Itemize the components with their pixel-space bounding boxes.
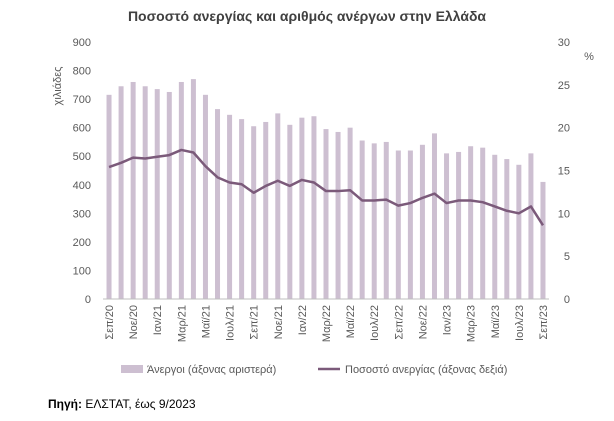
bar-Δεκ/20 [142, 86, 148, 299]
x-tick-Ιαν/21: Ιαν/21 [152, 305, 164, 335]
bar-Οκτ/21 [263, 121, 269, 300]
line-group [108, 148, 545, 227]
x-tick-Ιουλ/22: Ιουλ/22 [369, 305, 381, 341]
bar-Ιουλ/21 [227, 114, 233, 299]
right-axis-ticks: 0 5 10 15 20 25 30 [558, 37, 570, 306]
source-text: ΕΛΣΤΑΤ, έως 9/2023 [82, 397, 196, 411]
left-tick-900: 900 [73, 37, 91, 49]
left-tick-800: 800 [73, 66, 91, 78]
left-tick-400: 400 [73, 180, 91, 192]
bar-Νοε/20 [130, 81, 136, 299]
source-note: Πηγή: ΕΛΣΤΑΤ, έως 9/2023 [48, 397, 196, 411]
bar-Αυγ/22 [383, 141, 389, 299]
left-tick-0: 0 [85, 294, 91, 306]
x-tick-Μαϊ/22: Μαϊ/22 [345, 305, 357, 338]
bar-Σεπ/20 [106, 94, 112, 299]
bar-Φεβ/21 [166, 91, 172, 299]
bar-Αυγ/21 [239, 119, 245, 299]
x-tick-Μαρ/23: Μαρ/23 [466, 305, 478, 342]
right-tick-30: 30 [558, 37, 570, 49]
chart-title: Ποσοστό ανεργίας και αριθμός ανέργων στη… [127, 8, 487, 24]
bar-Μαϊ/21 [202, 94, 208, 299]
x-tick-Ιουλ/23: Ιουλ/23 [514, 305, 526, 341]
legend-line-label: Ποσοστό ανεργίας (άξονας δεξιά) [345, 364, 507, 376]
bar-Απρ/21 [190, 79, 196, 300]
bar-Μαϊ/23 [492, 154, 498, 299]
left-tick-100: 100 [73, 265, 91, 277]
bar-Νοε/22 [419, 144, 425, 299]
bar-Φεβ/22 [311, 116, 317, 300]
source-label: Πηγή: [48, 397, 82, 411]
x-tick-Νοε/21: Νοε/21 [273, 305, 285, 339]
bar-Οκτ/20 [118, 86, 124, 299]
bar-Ιαν/21 [154, 89, 160, 300]
bar-Οκτ/22 [407, 150, 413, 299]
x-tick-Σεπ/23: Σεπ/23 [538, 305, 550, 340]
x-tick-Μαρ/22: Μαρ/22 [321, 305, 333, 342]
unemployment-rate-line [108, 148, 545, 227]
left-tick-500: 500 [73, 151, 91, 163]
legend: Άνεργοι (άξονας αριστερά) Ποσοστό ανεργί… [121, 364, 507, 376]
bar-Σεπ/23 [540, 181, 546, 299]
x-tick-Μαρ/21: Μαρ/21 [176, 305, 188, 342]
bar-Μαρ/21 [178, 81, 184, 299]
legend-bar-label: Άνεργοι (άξονας αριστερά) [147, 364, 276, 376]
x-tick-Νοε/20: Νοε/20 [128, 305, 140, 339]
bars-group [106, 79, 546, 300]
x-tick-Σεπ/20: Σεπ/20 [104, 305, 116, 340]
bar-Δεκ/21 [287, 124, 293, 299]
x-tick-Νοε/22: Νοε/22 [417, 305, 429, 339]
x-axis-ticks: Σεπ/20 Νοε/20 Ιαν/21 Μαρ/21 Μαϊ/21 Ιουλ/21 Σεπ… [104, 305, 550, 342]
x-tick-Σεπ/22: Σεπ/22 [393, 305, 405, 340]
x-tick-Ιουλ/21: Ιουλ/21 [225, 305, 237, 341]
bar-Μαρ/23 [468, 146, 474, 299]
bar-Απρ/22 [335, 131, 341, 299]
bar-Μαρ/22 [323, 129, 329, 299]
bar-Φεβ/23 [456, 151, 462, 299]
bar-Δεκ/22 [431, 133, 437, 299]
bar-Ιουν/23 [504, 159, 510, 299]
right-tick-25: 25 [558, 80, 570, 92]
left-tick-200: 200 [73, 237, 91, 249]
bar-Ιουν/21 [215, 109, 221, 299]
right-tick-20: 20 [558, 123, 570, 135]
x-tick-Μαϊ/21: Μαϊ/21 [200, 305, 212, 338]
bar-Ιουλ/23 [516, 164, 522, 299]
x-tick-Σεπ/21: Σεπ/21 [249, 305, 261, 340]
bar-Ιαν/23 [444, 153, 450, 299]
bar-Σεπ/22 [395, 150, 401, 299]
bar-Αυγ/23 [528, 153, 534, 299]
right-axis-label: % [584, 51, 594, 63]
right-tick-0: 0 [564, 294, 570, 306]
right-tick-15: 15 [558, 166, 570, 178]
bar-Ιουλ/22 [371, 143, 377, 299]
legend-bar-swatch [121, 365, 143, 373]
left-axis-label: χιλιάδες [52, 67, 64, 106]
bar-Απρ/23 [480, 147, 486, 299]
bar-Ιαν/22 [299, 117, 305, 299]
x-tick-Ιαν/23: Ιαν/23 [442, 305, 454, 335]
right-tick-10: 10 [558, 208, 570, 220]
left-axis-ticks: 0 100 200 300 400 500 600 700 800 900 [73, 37, 91, 306]
bar-Μαϊ/22 [347, 127, 353, 299]
bar-Σεπ/21 [251, 126, 257, 300]
x-tick-Μαϊ/23: Μαϊ/23 [490, 305, 502, 338]
left-tick-700: 700 [73, 94, 91, 106]
x-tick-Ιαν/22: Ιαν/22 [297, 305, 309, 335]
right-tick-5: 5 [564, 251, 570, 263]
bar-Νοε/21 [275, 113, 281, 299]
left-tick-600: 600 [73, 123, 91, 135]
left-tick-300: 300 [73, 208, 91, 220]
bar-Ιουν/22 [359, 140, 365, 299]
